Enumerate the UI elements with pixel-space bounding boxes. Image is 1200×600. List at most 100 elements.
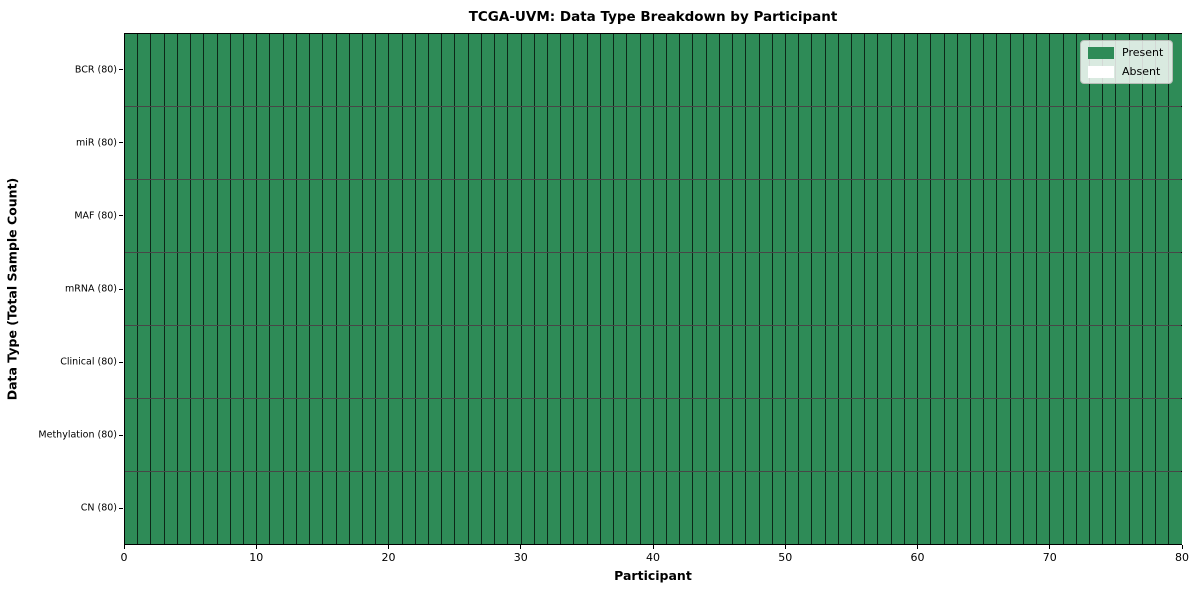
heatmap-cell-present (310, 326, 324, 398)
heatmap-cell-present (521, 180, 535, 252)
heatmap-cell-present (217, 399, 231, 471)
x-tick-label: 40 (646, 551, 660, 564)
heatmap-cell-present (164, 180, 178, 252)
heatmap-cell-present (455, 253, 469, 325)
heatmap-cell-present (151, 253, 165, 325)
heatmap-cell-present (1103, 326, 1117, 398)
heatmap-cell-present (283, 180, 297, 252)
heatmap-cell-present (852, 107, 866, 179)
heatmap-cell-present (997, 107, 1011, 179)
heatmap-cell-present (865, 326, 879, 398)
heatmap-cell-present (495, 34, 509, 106)
heatmap-cell-present (1156, 253, 1170, 325)
heatmap-cell-present (680, 34, 694, 106)
heatmap-cell-present (561, 107, 575, 179)
heatmap-cell-present (759, 399, 773, 471)
heatmap-cell-present (376, 180, 390, 252)
heatmap-cell-present (693, 253, 707, 325)
heatmap-cell-present (1129, 180, 1143, 252)
heatmap-cell-present (191, 399, 205, 471)
y-axis-label: Data Type (Total Sample Count) (4, 177, 20, 401)
heatmap-cell-present (653, 107, 667, 179)
heatmap-cell-present (548, 472, 562, 544)
heatmap-cell-present (957, 107, 971, 179)
heatmap-cell-present (904, 399, 919, 471)
heatmap-cell-present (389, 180, 403, 252)
heatmap-cell-present (825, 253, 839, 325)
heatmap-cell-present (627, 180, 641, 252)
heatmap-cell-present (230, 34, 244, 106)
heatmap-cell-present (944, 472, 958, 544)
heatmap-cell-present (508, 34, 522, 106)
heatmap-cell-present (733, 399, 747, 471)
heatmap-cell-present (415, 399, 430, 471)
heatmap-cell-present (719, 253, 734, 325)
heatmap-cell-present (455, 472, 469, 544)
heatmap-cell-present (521, 253, 535, 325)
heatmap-cell-present (1116, 107, 1130, 179)
heatmap-cell-present (1129, 326, 1143, 398)
heatmap-cell-present (600, 107, 615, 179)
heatmap-cell-present (521, 34, 535, 106)
heatmap-cell-present (481, 326, 496, 398)
heatmap-cell-present (653, 472, 667, 544)
heatmap-cell-present (957, 180, 971, 252)
heatmap-cell-present (177, 253, 192, 325)
heatmap-cell-present (296, 326, 311, 398)
heatmap-cell-present (904, 326, 919, 398)
heatmap-cell-present (1063, 399, 1077, 471)
heatmap-cell-present (984, 253, 998, 325)
heatmap-cell-present (1129, 472, 1143, 544)
heatmap-cell-present (548, 180, 562, 252)
heatmap-cell-present (389, 472, 403, 544)
heatmap-cell-present (1089, 399, 1104, 471)
heatmap-cell-present (1063, 253, 1077, 325)
heatmap-cell-present (283, 399, 297, 471)
heatmap-cell-present (481, 399, 496, 471)
heatmap-cell-present (349, 472, 363, 544)
heatmap-cell-present (125, 180, 139, 252)
y-tick-mark (119, 434, 123, 436)
heatmap-cell-present (521, 326, 535, 398)
heatmap-cell-present (878, 107, 892, 179)
heatmap-cell-present (336, 472, 350, 544)
heatmap-cell-present (931, 180, 945, 252)
heatmap-cell-present (693, 180, 707, 252)
heatmap-cell-present (230, 326, 244, 398)
heatmap-cell-present (508, 326, 522, 398)
heatmap-cell-present (799, 34, 813, 106)
y-tick-mark (119, 288, 123, 290)
heatmap-cell-present (561, 34, 575, 106)
heatmap-cell-present (733, 326, 747, 398)
heatmap-cell-present (759, 253, 773, 325)
heatmap-cell-present (984, 107, 998, 179)
heatmap-cell-present (442, 180, 456, 252)
heatmap-cell-present (442, 253, 456, 325)
heatmap-cell-present (177, 326, 192, 398)
heatmap-cell-present (283, 107, 297, 179)
heatmap-cell-present (693, 326, 707, 398)
heatmap-cell-present (521, 107, 535, 179)
heatmap-cell-present (336, 399, 350, 471)
heatmap-cell-present (125, 107, 139, 179)
heatmap-cell-present (865, 253, 879, 325)
heatmap-cell-present (191, 34, 205, 106)
heatmap-cell-present (243, 253, 258, 325)
heatmap-cell-present (283, 472, 297, 544)
heatmap-cell-present (918, 253, 932, 325)
heatmap-cell-present (785, 107, 800, 179)
heatmap-cell-present (614, 180, 628, 252)
heatmap-cell-present (852, 472, 866, 544)
heatmap-cell-present (799, 180, 813, 252)
x-axis-label: Participant (614, 568, 692, 583)
heatmap-cell-present (191, 253, 205, 325)
heatmap-cell-present (931, 326, 945, 398)
heatmap-cell-present (415, 107, 430, 179)
heatmap-cell-present (548, 107, 562, 179)
heatmap-cell-present (944, 326, 958, 398)
heatmap-cell-present (230, 399, 244, 471)
heatmap-cell-present (944, 180, 958, 252)
heatmap-cell-present (534, 399, 548, 471)
heatmap-cell-present (931, 107, 945, 179)
heatmap-cell-present (891, 326, 905, 398)
